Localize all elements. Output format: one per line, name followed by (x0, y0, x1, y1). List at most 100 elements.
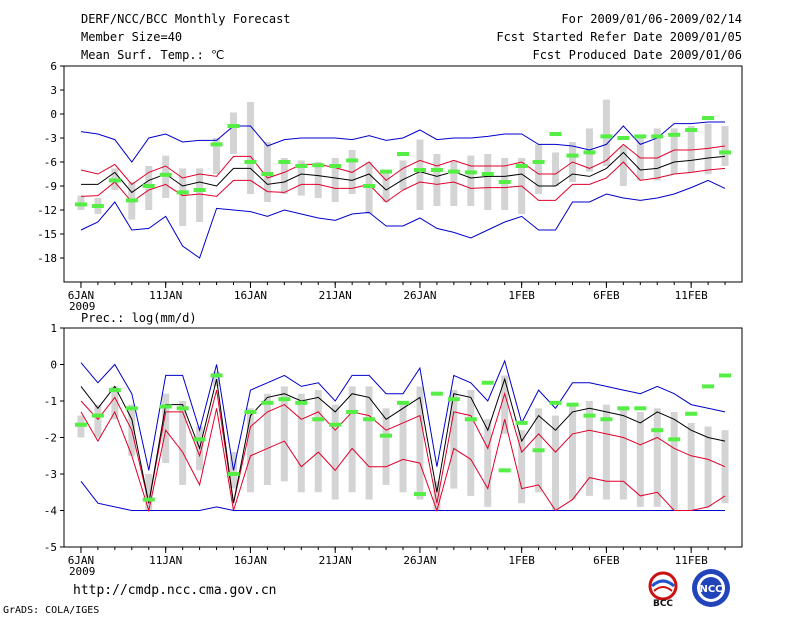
temp-y-tick-label: -15 (37, 228, 57, 241)
ncc-logo: NCC (692, 569, 730, 607)
temp-ensemble-box (433, 154, 441, 206)
prec-observed-marker (74, 422, 87, 427)
prec-ensemble-box (365, 386, 373, 500)
prec-ensemble-min-line (80, 480, 725, 511)
prec-ensemble-box (687, 422, 695, 511)
prec-observed-marker (380, 433, 393, 438)
temp-ensemble-box (230, 112, 237, 154)
prec-observed-marker (125, 406, 138, 411)
temp-ensemble-max-line (80, 121, 725, 163)
prec-observed-marker (176, 406, 189, 411)
prec-ensemble-mean-line (80, 377, 726, 504)
prec-ensemble-box (297, 393, 305, 493)
prec-observed-marker (193, 437, 206, 442)
prec-y-tick-label: -1 (44, 395, 57, 408)
prec-observed-marker (515, 420, 528, 425)
temp-observed-marker (380, 169, 393, 174)
prec-observed-marker (617, 406, 630, 411)
temp-observed-marker (278, 160, 291, 164)
prec-ensemble-box (636, 411, 644, 507)
prec-ensemble-box (433, 481, 441, 511)
temp-observed-marker (312, 163, 325, 168)
temp-ensemble-box (484, 154, 492, 210)
prec-ensemble-box (280, 386, 288, 482)
prec-observed-marker (142, 497, 155, 502)
prec-x-tick-label: 11FEB (675, 554, 708, 567)
member-size: Member Size=40 (81, 30, 183, 44)
fcst-started-date: Fcst Started Refer Date 2009/01/05 (496, 30, 742, 44)
temp-observed-marker (702, 116, 715, 120)
prec-ensemble-box (484, 419, 492, 507)
prec-observed-marker (668, 437, 681, 442)
temp-ensemble-box (552, 152, 560, 186)
temp-observed-marker (617, 136, 630, 140)
temp-y-tick-label: -3 (44, 132, 57, 145)
prec-observed-marker (447, 397, 460, 402)
temp-ensemble-box (653, 128, 661, 181)
prec-x-tick-label: 6FEB (593, 554, 620, 567)
temp-observed-marker (651, 134, 664, 139)
prec-ensemble-box (331, 404, 339, 500)
temp-x-tick-label: 6FEB (593, 289, 620, 302)
prec-ensemble-box (585, 401, 593, 496)
prec-observed-marker (685, 411, 698, 416)
temp-observed-marker (91, 204, 104, 208)
temp-ensemble-box (416, 139, 424, 210)
prec-observed-marker (346, 409, 359, 414)
prec-y-tick-label: -5 (44, 541, 57, 554)
prec-observed-marker (312, 417, 325, 422)
chart-title: DERF/NCC/BCC Monthly Forecast (81, 12, 291, 26)
temp-observed-marker (515, 164, 528, 168)
prec-x-tick-label: 1FEB (508, 554, 535, 567)
ncc-logo-text: NCC (699, 584, 722, 595)
prec-observed-marker (108, 388, 121, 393)
prec-ensemble-box (348, 386, 356, 493)
grads-credit: GrADS: COLA/IGES (3, 605, 100, 616)
temp-ensemble-box (331, 158, 339, 202)
prec-x-tick-label: 2009 (69, 565, 96, 578)
prec-ensemble-box (416, 386, 424, 500)
temp-x-tick-label: 11FEB (675, 289, 708, 302)
temp-observed-marker (668, 132, 681, 137)
prec-ensemble-box (602, 404, 610, 500)
prec-ensemble-box (450, 390, 458, 489)
temp-observed-marker (498, 180, 511, 184)
temp-y-tick-label: 6 (50, 60, 57, 73)
source-url[interactable]: http://cmdp.ncc.cma.gov.cn (73, 583, 277, 598)
temp-x-tick-label: 21JAN (319, 289, 352, 302)
temp-x-tick-label: 2009 (69, 300, 96, 313)
temp-observed-marker (193, 188, 206, 192)
prec-ensemble-max-line (80, 359, 726, 471)
prec-observed-marker (210, 373, 223, 378)
temp-x-tick-label: 6JAN (68, 289, 95, 302)
prec-y-tick-label: -3 (44, 468, 57, 481)
prec-observed-marker (634, 406, 647, 411)
temp-ensemble-box (602, 99, 610, 166)
temp-y-tick-label: -18 (37, 252, 57, 265)
prec-observed-marker (413, 492, 426, 497)
prec-ensemble-box (552, 415, 560, 511)
prec-observed-marker (244, 409, 257, 414)
prec-ensemble-box (314, 390, 322, 493)
temp-ensemble-box (213, 138, 221, 174)
prec-x-tick-label: 16JAN (234, 554, 267, 567)
prec-ensemble-box (399, 401, 407, 493)
prec-ensemble-box (501, 375, 509, 434)
temp-x-tick-label: 11JAN (149, 289, 182, 302)
prec-observed-marker (549, 400, 562, 405)
temp-observed-marker (295, 164, 308, 168)
temp-observed-marker (363, 184, 376, 188)
prec-ensemble-box (518, 430, 526, 504)
temp-observed-marker (447, 169, 460, 174)
prec-x-tick-label: 6JAN (68, 554, 95, 567)
prec-observed-marker (583, 413, 596, 418)
temp-observed-marker (549, 132, 562, 136)
temp-ensemble-min-line (80, 179, 726, 259)
temp-observed-marker (634, 134, 647, 139)
temp-observed-marker (142, 184, 155, 188)
temp-observed-marker (125, 198, 138, 203)
prec-observed-marker (600, 417, 613, 422)
temp-ensemble-box (297, 160, 305, 196)
temp-observed-marker (566, 153, 579, 158)
